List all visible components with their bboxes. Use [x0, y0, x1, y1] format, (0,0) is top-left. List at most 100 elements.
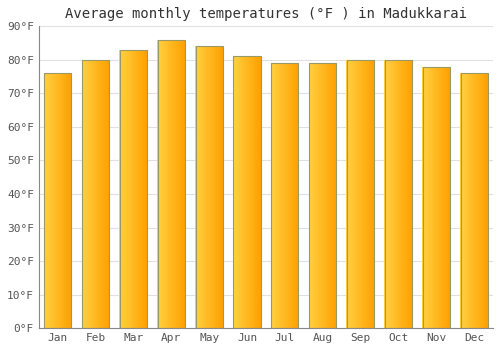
Bar [332, 63, 333, 328]
Bar [175, 40, 176, 328]
Bar [94, 60, 96, 328]
Bar [172, 40, 174, 328]
Bar [478, 73, 479, 328]
Bar [444, 66, 446, 328]
Bar [317, 63, 318, 328]
Bar [164, 40, 165, 328]
Bar [372, 60, 373, 328]
Bar [480, 73, 481, 328]
Bar [174, 40, 175, 328]
Bar [279, 63, 280, 328]
Bar [463, 73, 464, 328]
Bar [322, 63, 324, 328]
Bar [482, 73, 484, 328]
Bar [423, 66, 424, 328]
Bar [159, 40, 160, 328]
Bar [285, 63, 286, 328]
Bar [422, 66, 450, 328]
Bar [448, 66, 450, 328]
Bar [242, 56, 244, 328]
Bar [444, 66, 445, 328]
Bar [407, 60, 408, 328]
Bar [216, 47, 218, 328]
Bar [298, 63, 299, 328]
Bar [466, 73, 467, 328]
Bar [122, 50, 124, 328]
Bar [204, 47, 206, 328]
Bar [102, 60, 104, 328]
Bar [256, 56, 258, 328]
Bar [236, 56, 237, 328]
Bar [163, 40, 164, 328]
Bar [67, 73, 68, 328]
Bar [218, 47, 220, 328]
Bar [162, 40, 163, 328]
Bar [202, 47, 203, 328]
Bar [166, 40, 167, 328]
Bar [373, 60, 374, 328]
Bar [71, 73, 72, 328]
Bar [295, 63, 296, 328]
Bar [319, 63, 320, 328]
Bar [132, 50, 134, 328]
Bar [141, 50, 142, 328]
Bar [385, 60, 412, 328]
Bar [356, 60, 357, 328]
Bar [393, 60, 394, 328]
Bar [56, 73, 57, 328]
Bar [146, 50, 147, 328]
Bar [180, 40, 182, 328]
Bar [318, 63, 319, 328]
Bar [104, 60, 105, 328]
Bar [428, 66, 429, 328]
Bar [424, 66, 425, 328]
Bar [250, 56, 251, 328]
Bar [486, 73, 488, 328]
Bar [404, 60, 405, 328]
Bar [160, 40, 161, 328]
Bar [158, 40, 160, 328]
Bar [460, 73, 461, 328]
Bar [164, 40, 166, 328]
Bar [331, 63, 332, 328]
Bar [354, 60, 355, 328]
Bar [336, 63, 337, 328]
Bar [166, 40, 168, 328]
Bar [309, 63, 336, 328]
Bar [271, 63, 298, 328]
Bar [475, 73, 476, 328]
Bar [245, 56, 246, 328]
Bar [333, 63, 334, 328]
Bar [178, 40, 179, 328]
Bar [308, 63, 310, 328]
Bar [466, 73, 468, 328]
Bar [100, 60, 102, 328]
Bar [389, 60, 390, 328]
Bar [292, 63, 294, 328]
Bar [254, 56, 256, 328]
Bar [123, 50, 124, 328]
Bar [470, 73, 472, 328]
Bar [60, 73, 62, 328]
Bar [281, 63, 282, 328]
Bar [387, 60, 388, 328]
Bar [334, 63, 335, 328]
Bar [70, 73, 71, 328]
Bar [402, 60, 404, 328]
Bar [355, 60, 356, 328]
Bar [351, 60, 352, 328]
Bar [252, 56, 253, 328]
Bar [120, 50, 147, 328]
Bar [84, 60, 86, 328]
Bar [474, 73, 475, 328]
Bar [236, 56, 238, 328]
Bar [46, 73, 48, 328]
Bar [93, 60, 94, 328]
Bar [177, 40, 178, 328]
Bar [468, 73, 469, 328]
Bar [213, 47, 214, 328]
Bar [440, 66, 441, 328]
Bar [406, 60, 407, 328]
Bar [50, 73, 51, 328]
Bar [86, 60, 88, 328]
